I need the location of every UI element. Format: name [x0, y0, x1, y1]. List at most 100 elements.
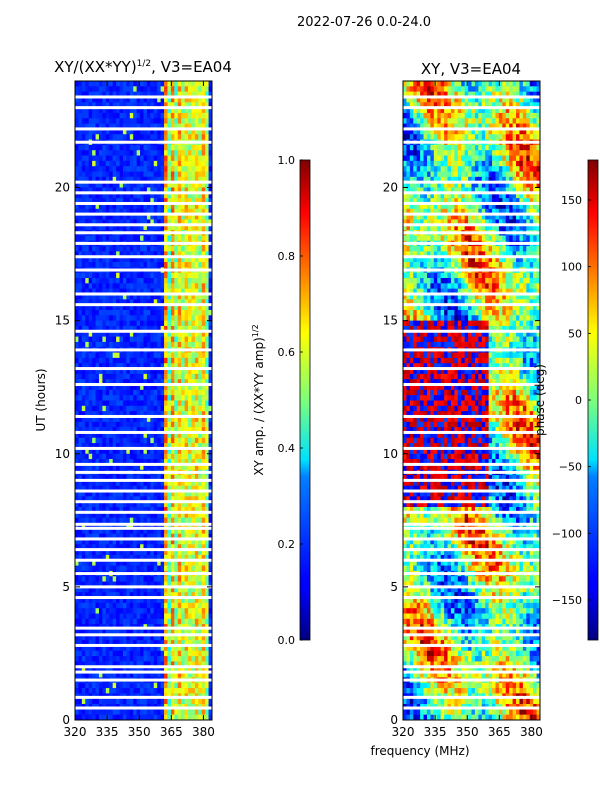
amplitude-heat-cell — [188, 368, 193, 375]
amplitude-heat-cell — [170, 464, 175, 471]
amplitude-heat-cell — [102, 688, 107, 694]
amplitude-heat-cell — [194, 357, 199, 364]
amplitude-heat-cell — [164, 581, 169, 588]
amplitude-heat-cell — [140, 331, 145, 338]
amplitude-heat-cell — [167, 86, 172, 93]
amplitude-heat-cell — [160, 203, 165, 210]
amplitude-heat-cell — [174, 437, 179, 444]
amplitude-heat-cell — [88, 395, 93, 402]
amplitude-heat-cell — [208, 171, 212, 178]
amplitude-heat-cell — [150, 602, 155, 609]
amplitude-heat-cell — [201, 645, 206, 652]
amplitude-heat-cell — [160, 144, 165, 151]
amplitude-heat-cell — [184, 592, 189, 599]
amplitude-heat-cell — [184, 597, 189, 604]
amplitude-heat-cell — [129, 182, 134, 189]
amplitude-heat-cell — [112, 634, 117, 641]
amplitude-heat-cell — [184, 278, 189, 284]
amplitude-heat-cell — [181, 155, 186, 162]
amplitude-heat-cell — [174, 709, 179, 716]
amplitude-heat-cell — [116, 586, 121, 593]
amplitude-heat-cell — [98, 544, 103, 551]
amplitude-heat-cell — [181, 645, 186, 652]
amplitude-heat-cell — [109, 368, 114, 375]
amplitude-heat-cell — [157, 128, 162, 135]
amplitude-heat-cell — [102, 86, 107, 93]
amplitude-heat-cell — [98, 656, 103, 663]
amplitude-heat-cell — [133, 272, 138, 279]
amplitude-heat-cell — [164, 501, 169, 508]
amplitude-heat-cell — [194, 437, 199, 444]
amplitude-heat-cell — [95, 608, 100, 615]
amplitude-heat-cell — [95, 373, 100, 380]
amplitude-heat-cell — [116, 288, 121, 295]
amplitude-heat-cell — [194, 640, 199, 647]
amplitude-heat-cell — [98, 443, 103, 450]
amplitude-heat-cell — [188, 544, 193, 551]
amplitude-heat-cell — [174, 251, 179, 258]
amplitude-heat-cell — [201, 421, 206, 428]
amplitude-heat-cell — [143, 650, 148, 657]
amplitude-heat-cell — [140, 325, 145, 332]
amplitude-heat-cell — [198, 634, 203, 641]
amplitude-heat-cell — [170, 389, 175, 396]
amplitude-heat-cell — [153, 86, 158, 93]
amplitude-heat-cell — [95, 538, 100, 545]
amplitude-heat-cell — [205, 517, 210, 524]
amplitude-heat-cell — [177, 278, 182, 284]
amplitude-heat-cell — [133, 544, 138, 551]
amplitude-heat-cell — [150, 421, 155, 428]
amplitude-heat-cell — [191, 645, 196, 652]
amplitude-heat-cell — [136, 443, 141, 450]
phase-heat-cell — [468, 86, 473, 93]
amplitude-heat-cell — [98, 363, 103, 370]
amplitude-heat-cell — [95, 517, 100, 524]
amplitude-heat-cell — [194, 496, 199, 503]
amplitude-heat-cell — [205, 475, 210, 481]
amplitude-heat-cell — [126, 192, 131, 199]
amplitude-heat-cell — [140, 421, 145, 428]
amplitude-heat-cell — [126, 714, 131, 720]
amplitude-heat-cell — [122, 608, 127, 615]
amplitude-heat-cell — [95, 405, 100, 412]
amplitude-heat-cell — [150, 576, 155, 583]
amplitude-heat-cell — [140, 528, 145, 535]
amplitude-heat-cell — [205, 512, 210, 519]
amplitude-heat-cell — [184, 528, 189, 535]
amplitude-heat-cell — [181, 464, 186, 471]
amplitude-heat-cell — [92, 134, 97, 141]
amplitude-heat-cell — [122, 309, 127, 316]
amplitude-heat-cell — [174, 512, 179, 519]
amplitude-heat-cell — [150, 203, 155, 210]
amplitude-heat-cell — [153, 363, 158, 370]
amplitude-gap-row — [75, 526, 212, 530]
amplitude-heat-cell — [136, 219, 141, 226]
amplitude-heat-cell — [205, 421, 210, 428]
amplitude-heat-cell — [109, 128, 114, 135]
amplitude-heat-cell — [194, 597, 199, 604]
amplitude-heat-cell — [122, 544, 127, 551]
amplitude-gap-row — [75, 231, 212, 235]
amplitude-heat-cell — [140, 91, 145, 98]
amplitude-heat-cell — [205, 336, 210, 343]
phase-heat-cell — [492, 81, 497, 87]
amplitude-heat-cell — [174, 666, 179, 673]
amplitude-heat-cell — [188, 586, 193, 593]
amplitude-heat-cell — [136, 262, 141, 268]
amplitude-heat-cell — [75, 672, 80, 678]
amplitude-heat-cell — [208, 501, 212, 508]
amplitude-heat-cell — [98, 219, 103, 226]
amplitude-heat-cell — [198, 262, 203, 268]
amplitude-heat-cell — [146, 443, 151, 450]
amplitude-heat-cell — [157, 480, 162, 487]
amplitude-heat-cell — [167, 256, 172, 263]
amplitude-heat-cell — [153, 150, 158, 157]
amplitude-heat-cell — [105, 91, 110, 98]
amplitude-heat-cell — [109, 198, 114, 205]
amplitude-heat-cell — [102, 166, 107, 173]
amplitude-heat-cell — [119, 251, 124, 258]
amplitude-heat-cell — [205, 698, 210, 705]
amplitude-heat-cell — [167, 192, 172, 199]
amplitude-heat-cell — [129, 123, 134, 130]
amplitude-heat-cell — [116, 645, 121, 652]
